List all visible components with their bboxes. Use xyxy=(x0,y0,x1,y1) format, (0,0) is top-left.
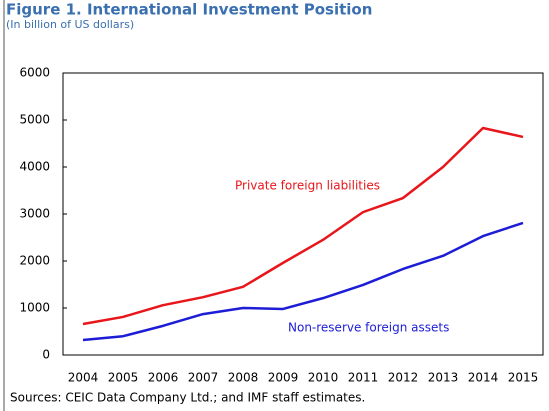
y-tick-label: 3000 xyxy=(19,207,50,221)
x-tick-label: 2008 xyxy=(228,371,259,385)
x-tick-label: 2010 xyxy=(308,371,339,385)
series-label: Private foreign liabilities xyxy=(235,179,380,193)
x-tick-label: 2012 xyxy=(388,371,419,385)
x-tick-label: 2015 xyxy=(508,371,539,385)
data-line xyxy=(82,126,524,326)
y-tick-label: 1000 xyxy=(19,301,50,315)
source-note: Sources: CEIC Data Company Ltd.; and IMF… xyxy=(10,391,365,405)
x-tick-label: 2014 xyxy=(468,371,499,385)
x-tick-label: 2013 xyxy=(428,371,459,385)
y-tick-label: 0 xyxy=(42,348,50,362)
chart-title: Figure 1. International Investment Posit… xyxy=(6,1,372,19)
y-tick-label: 6000 xyxy=(19,66,50,80)
chart-subtitle: (In billion of US dollars) xyxy=(6,18,134,31)
y-tick-label: 2000 xyxy=(19,254,50,268)
x-tick-label: 2011 xyxy=(348,371,379,385)
data-line xyxy=(82,221,524,342)
x-tick-label: 2005 xyxy=(108,371,139,385)
y-tick-label: 5000 xyxy=(19,113,50,127)
series-label: Non-reserve foreign assets xyxy=(288,321,449,335)
x-tick-label: 2006 xyxy=(148,371,179,385)
x-tick-label: 2004 xyxy=(68,371,99,385)
y-tick-label: 4000 xyxy=(19,160,50,174)
x-tick-label: 2009 xyxy=(268,371,299,385)
x-tick-label: 2007 xyxy=(188,371,219,385)
